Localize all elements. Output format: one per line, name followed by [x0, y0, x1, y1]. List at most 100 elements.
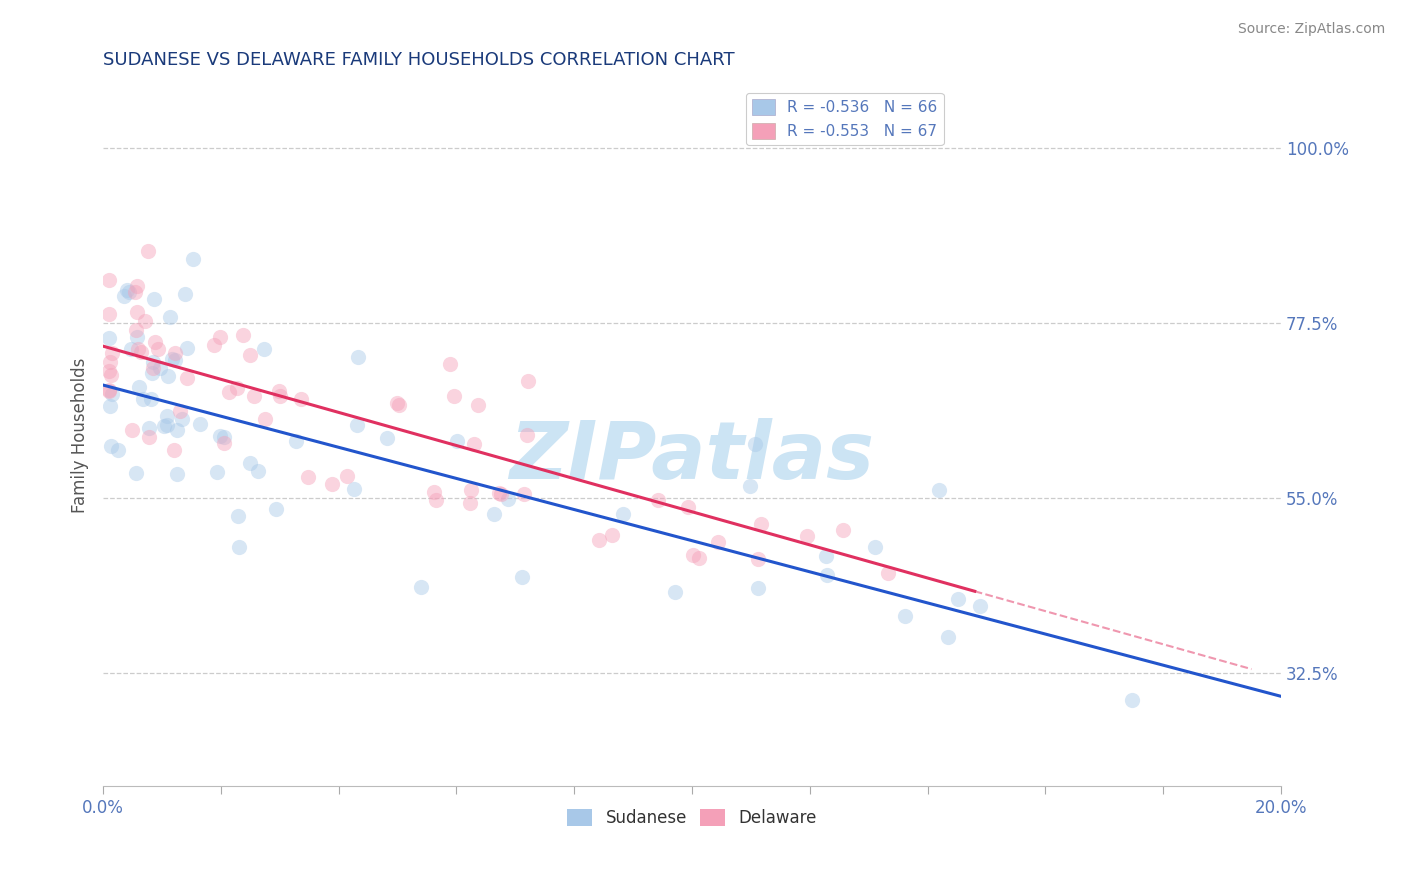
Point — [443, 388, 465, 402]
Point — [247, 464, 270, 478]
Point — [814, 549, 837, 564]
Point — [226, 509, 249, 524]
Point — [747, 582, 769, 596]
Point — [121, 423, 143, 437]
Point — [127, 342, 149, 356]
Point — [946, 591, 969, 606]
Point — [157, 369, 180, 384]
Point — [127, 329, 149, 343]
Point — [446, 434, 468, 449]
Point — [425, 492, 447, 507]
Point — [212, 430, 235, 444]
Point — [510, 570, 533, 584]
Point — [142, 360, 165, 375]
Point — [170, 412, 193, 426]
Point — [269, 384, 291, 399]
Point — [647, 493, 669, 508]
Point — [218, 384, 240, 399]
Point — [160, 351, 183, 366]
Point — [253, 411, 276, 425]
Point — [1121, 692, 1143, 706]
Point — [688, 551, 710, 566]
Point — [141, 355, 163, 369]
Point — [117, 285, 139, 300]
Point — [149, 360, 172, 375]
Point — [482, 507, 505, 521]
Point — [125, 466, 148, 480]
Point — [463, 437, 485, 451]
Point — [98, 307, 121, 321]
Point — [458, 496, 481, 510]
Point — [336, 468, 359, 483]
Point — [128, 380, 150, 394]
Point — [588, 533, 610, 548]
Point — [239, 456, 262, 470]
Point — [145, 335, 167, 350]
Point — [141, 392, 163, 406]
Point — [212, 435, 235, 450]
Point — [181, 252, 204, 267]
Point — [98, 384, 121, 398]
Point — [156, 409, 179, 423]
Point — [166, 467, 188, 481]
Point — [877, 566, 900, 581]
Point — [747, 551, 769, 566]
Point — [269, 389, 291, 403]
Point — [664, 585, 686, 599]
Point — [132, 392, 155, 407]
Point — [252, 342, 274, 356]
Point — [290, 392, 312, 407]
Point — [744, 436, 766, 450]
Point — [602, 527, 624, 541]
Point — [176, 371, 198, 385]
Point — [98, 399, 121, 413]
Point — [707, 535, 730, 549]
Point — [512, 487, 534, 501]
Point — [460, 483, 482, 498]
Point — [141, 366, 163, 380]
Point — [297, 470, 319, 484]
Legend: Sudanese, Delaware: Sudanese, Delaware — [561, 802, 824, 833]
Point — [209, 429, 232, 443]
Point — [159, 310, 181, 324]
Point — [107, 443, 129, 458]
Point — [101, 346, 124, 360]
Point — [143, 293, 166, 307]
Point — [190, 417, 212, 431]
Point — [125, 323, 148, 337]
Point — [153, 418, 176, 433]
Point — [120, 342, 142, 356]
Point — [409, 580, 432, 594]
Point — [347, 351, 370, 365]
Point — [98, 273, 121, 287]
Point — [100, 439, 122, 453]
Point — [98, 355, 121, 369]
Text: SUDANESE VS DELAWARE FAMILY HOUSEHOLDS CORRELATION CHART: SUDANESE VS DELAWARE FAMILY HOUSEHOLDS C… — [103, 51, 735, 69]
Point — [226, 381, 249, 395]
Point — [831, 523, 853, 537]
Point — [174, 287, 197, 301]
Point — [422, 484, 444, 499]
Point — [100, 368, 122, 382]
Point — [516, 374, 538, 388]
Point — [488, 486, 510, 500]
Point — [165, 346, 187, 360]
Point — [796, 529, 818, 543]
Point — [205, 465, 228, 479]
Point — [134, 314, 156, 328]
Text: Source: ZipAtlas.com: Source: ZipAtlas.com — [1237, 22, 1385, 37]
Point — [285, 434, 308, 448]
Point — [738, 479, 761, 493]
Point — [98, 331, 121, 345]
Point — [228, 540, 250, 554]
Point — [100, 386, 122, 401]
Point — [176, 341, 198, 355]
Point — [516, 428, 538, 442]
Point — [489, 487, 512, 501]
Point — [98, 383, 121, 397]
Point — [239, 349, 262, 363]
Point — [138, 430, 160, 444]
Point — [209, 330, 232, 344]
Point — [112, 289, 135, 303]
Point — [749, 516, 772, 531]
